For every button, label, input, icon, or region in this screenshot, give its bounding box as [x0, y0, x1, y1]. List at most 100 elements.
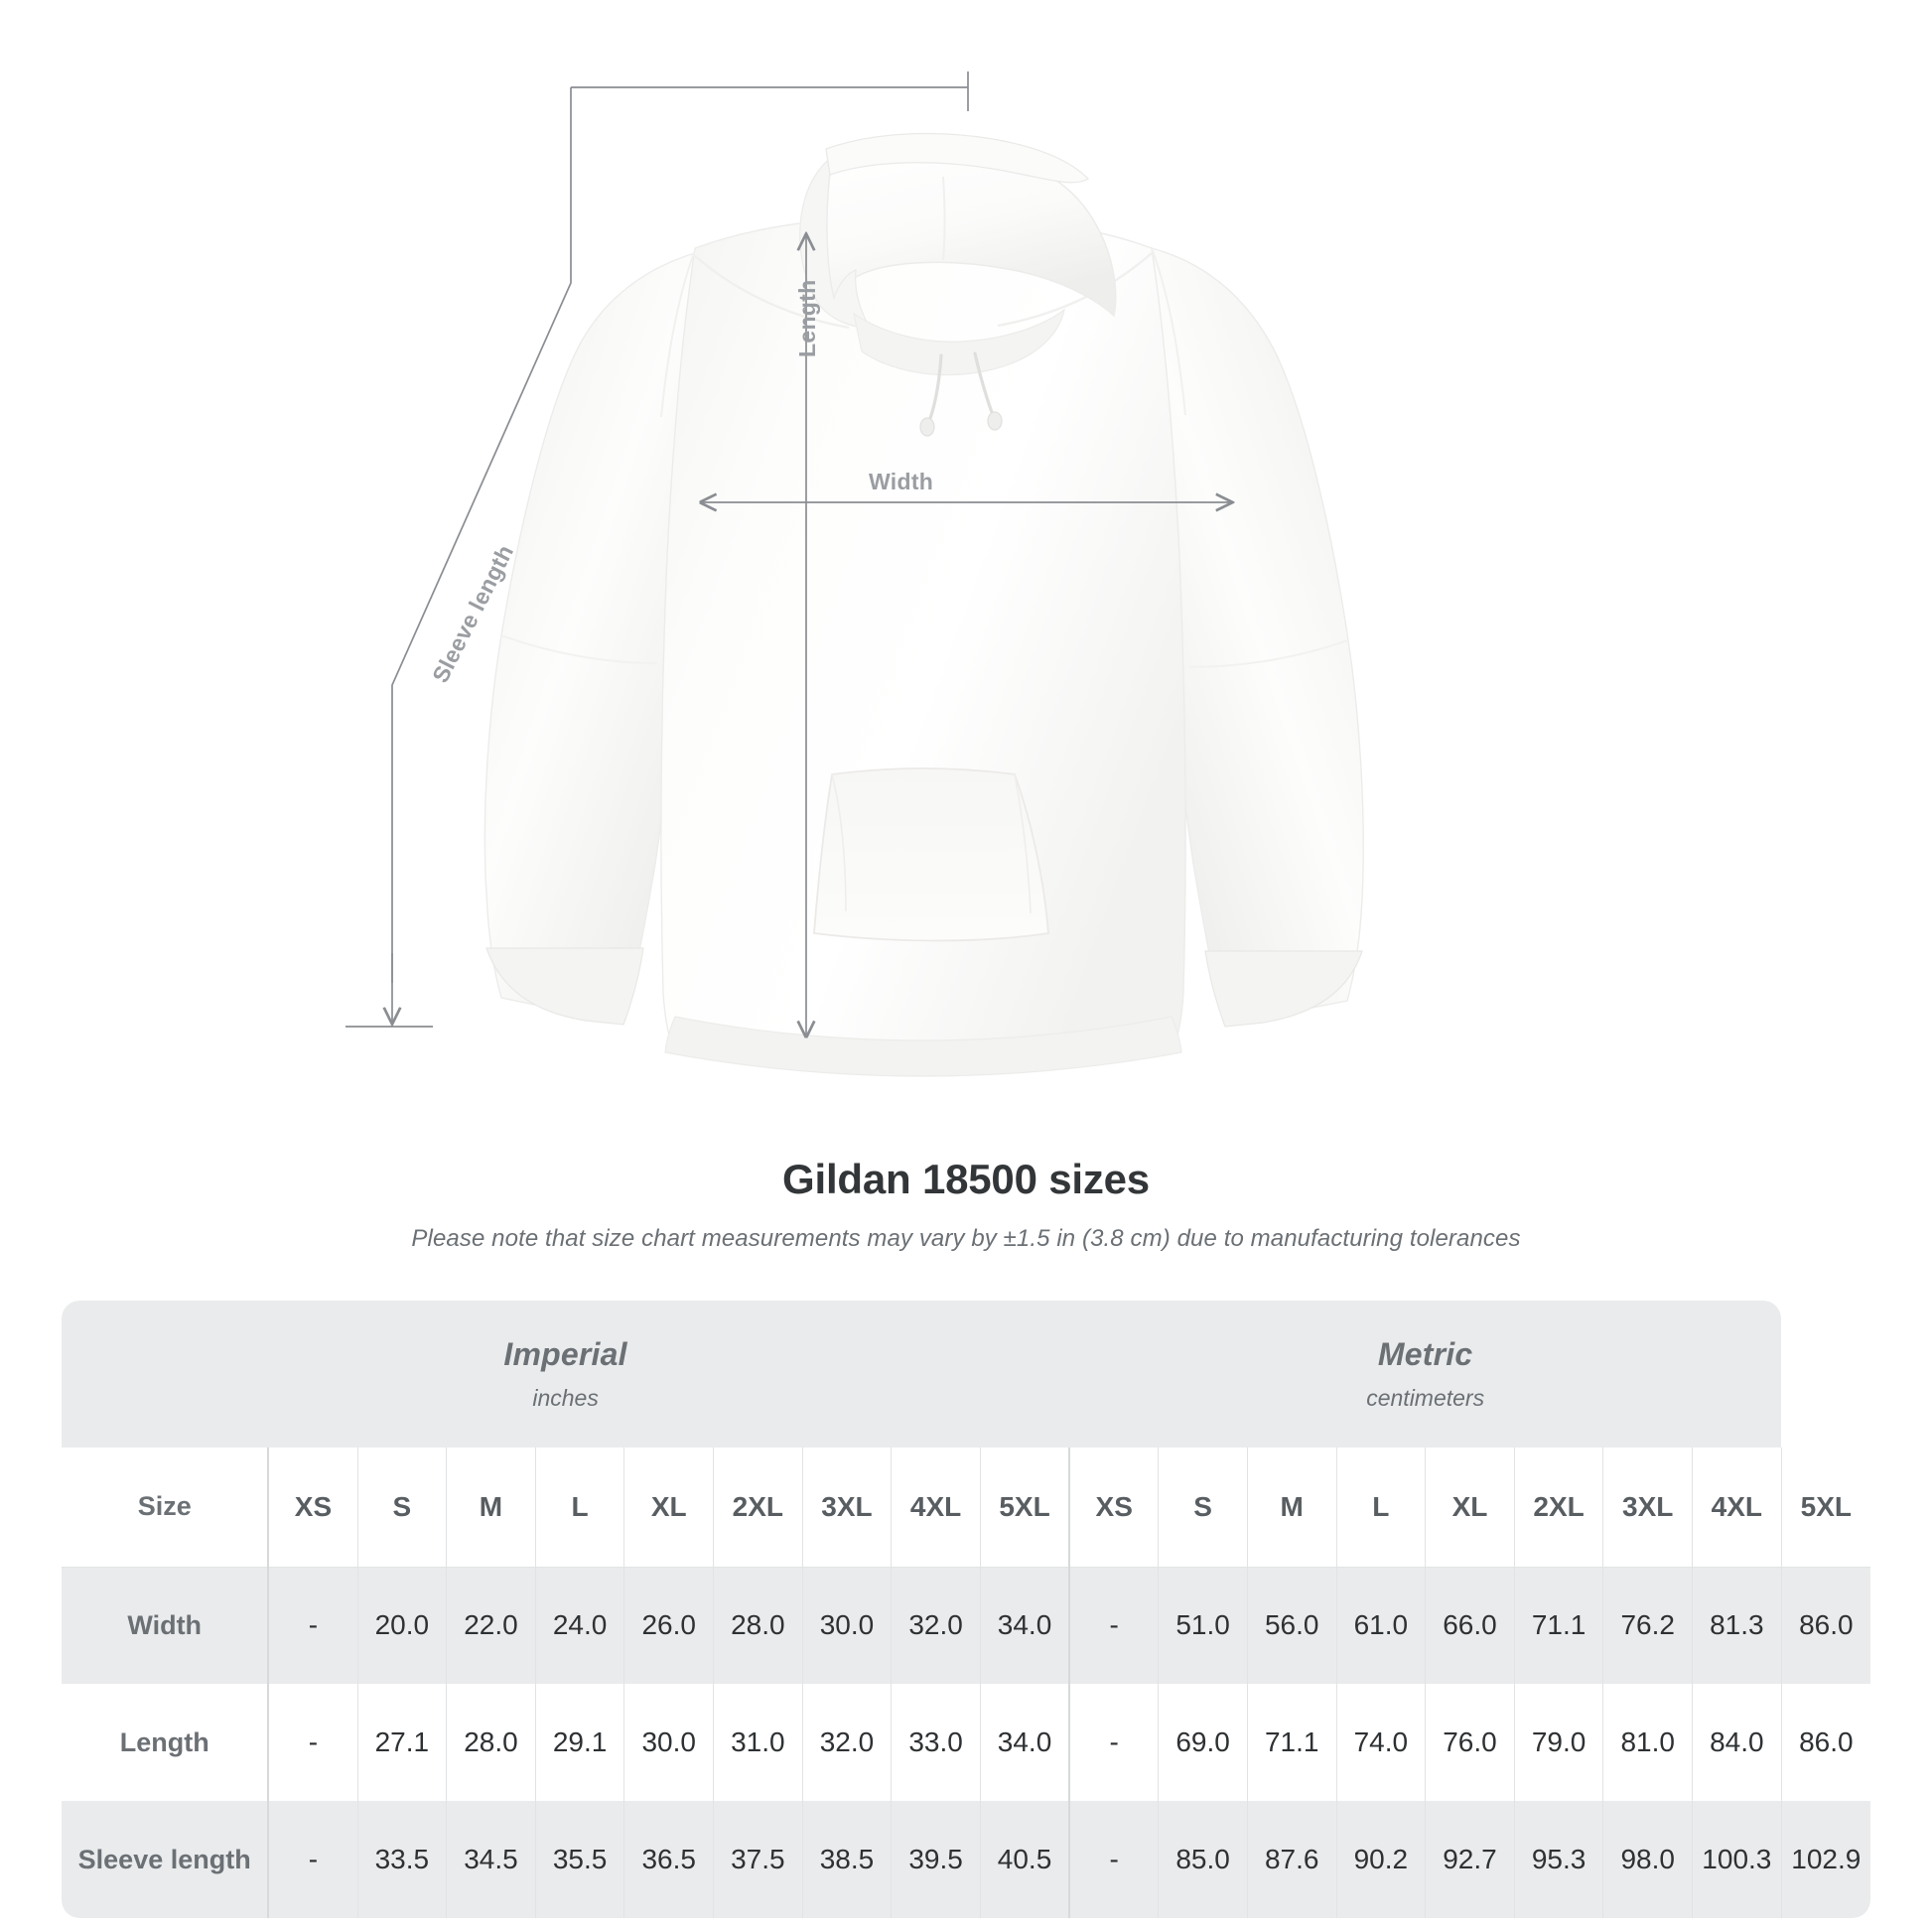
table-row-width: Width - 20.0 22.0 24.0 26.0 28.0 30.0 32…: [62, 1567, 1870, 1684]
size-col-imp-8: 5XL: [979, 1448, 1070, 1568]
cell-width-met-6: 76.2: [1602, 1567, 1693, 1684]
size-chart-table: Imperial inches Metric centimeters Size …: [62, 1301, 1870, 1918]
cell-length-imp-1: 27.1: [356, 1684, 447, 1801]
cell-sleeve-met-0: -: [1068, 1801, 1159, 1918]
chart-heading-block: Gildan 18500 sizes Please note that size…: [0, 1156, 1932, 1253]
size-col-met-3: L: [1335, 1448, 1426, 1568]
cell-sleeve-met-8: 102.9: [1780, 1801, 1870, 1918]
size-col-met-5: 2XL: [1513, 1448, 1603, 1568]
imperial-header-cell: Imperial inches: [62, 1301, 1070, 1448]
cell-width-met-7: 81.3: [1692, 1567, 1782, 1684]
width-label: Width: [869, 469, 934, 494]
cell-length-imp-7: 33.0: [891, 1684, 981, 1801]
size-col-met-7: 4XL: [1692, 1448, 1782, 1568]
cell-width-met-3: 61.0: [1335, 1567, 1426, 1684]
measurement-lines: [345, 71, 1231, 1035]
cell-width-imp-5: 28.0: [713, 1567, 803, 1684]
cell-sleeve-imp-4: 36.5: [623, 1801, 714, 1918]
cell-length-met-7: 84.0: [1692, 1684, 1782, 1801]
hoodie-artwork: [483, 132, 1364, 1077]
cell-length-met-4: 76.0: [1425, 1684, 1515, 1801]
cell-length-met-6: 81.0: [1602, 1684, 1693, 1801]
size-col-met-4: XL: [1425, 1448, 1515, 1568]
table-row-length: Length - 27.1 28.0 29.1 30.0 31.0 32.0 3…: [62, 1684, 1870, 1801]
cell-length-met-2: 71.1: [1246, 1684, 1337, 1801]
cell-width-met-4: 66.0: [1425, 1567, 1515, 1684]
imperial-subtitle: inches: [532, 1385, 599, 1411]
cell-width-imp-8: 34.0: [979, 1567, 1070, 1684]
cell-length-met-3: 74.0: [1335, 1684, 1426, 1801]
cell-length-imp-8: 34.0: [979, 1684, 1070, 1801]
cell-sleeve-imp-5: 37.5: [713, 1801, 803, 1918]
cell-width-met-8: 86.0: [1780, 1567, 1870, 1684]
size-label-cell: Size: [62, 1448, 269, 1568]
cell-width-met-0: -: [1068, 1567, 1159, 1684]
size-col-imp-5: 2XL: [713, 1448, 803, 1568]
cell-length-imp-2: 28.0: [446, 1684, 536, 1801]
cell-length-met-8: 86.0: [1780, 1684, 1870, 1801]
cell-sleeve-imp-1: 33.5: [356, 1801, 447, 1918]
cell-width-imp-7: 32.0: [891, 1567, 981, 1684]
size-col-imp-0: XS: [267, 1448, 358, 1568]
size-col-imp-1: S: [356, 1448, 447, 1568]
cell-length-met-1: 69.0: [1158, 1684, 1248, 1801]
cell-sleeve-met-5: 95.3: [1513, 1801, 1603, 1918]
cell-sleeve-met-6: 98.0: [1602, 1801, 1693, 1918]
row-label-sleeve-length: Sleeve length: [62, 1801, 269, 1918]
table-row-sleeve-length: Sleeve length - 33.5 34.5 35.5 36.5 37.5…: [62, 1801, 1870, 1918]
size-header-row: Size XS S M L XL 2XL 3XL 4XL 5XL XS S M …: [62, 1448, 1870, 1568]
cell-sleeve-imp-7: 39.5: [891, 1801, 981, 1918]
size-col-imp-2: M: [446, 1448, 536, 1568]
cell-width-imp-0: -: [267, 1567, 358, 1684]
metric-subtitle: centimeters: [1366, 1385, 1485, 1411]
hoodie-diagram-svg: [345, 71, 1364, 1077]
cell-sleeve-imp-8: 40.5: [979, 1801, 1070, 1918]
cell-width-met-2: 56.0: [1246, 1567, 1337, 1684]
cell-length-imp-4: 30.0: [623, 1684, 714, 1801]
cell-sleeve-imp-0: -: [267, 1801, 358, 1918]
length-label: Length: [794, 279, 820, 357]
imperial-title: Imperial: [503, 1336, 627, 1372]
size-col-imp-3: L: [534, 1448, 624, 1568]
cell-length-imp-0: -: [267, 1684, 358, 1801]
cell-sleeve-met-3: 90.2: [1335, 1801, 1426, 1918]
size-col-imp-6: 3XL: [801, 1448, 892, 1568]
size-table-wrapper: Imperial inches Metric centimeters Size …: [62, 1301, 1870, 1918]
page-title: Gildan 18500 sizes: [782, 1156, 1150, 1202]
cell-width-met-1: 51.0: [1158, 1567, 1248, 1684]
metric-header-cell: Metric centimeters: [1069, 1301, 1782, 1448]
size-col-met-0: XS: [1068, 1448, 1159, 1568]
cell-width-imp-1: 20.0: [356, 1567, 447, 1684]
cell-length-imp-6: 32.0: [801, 1684, 892, 1801]
unit-header-row: Imperial inches Metric centimeters: [62, 1301, 1870, 1448]
cell-sleeve-met-4: 92.7: [1425, 1801, 1515, 1918]
cell-width-imp-4: 26.0: [623, 1567, 714, 1684]
hoodie-illustration: Length Width Sleeve length: [345, 71, 1364, 1077]
cell-length-met-5: 79.0: [1513, 1684, 1603, 1801]
cell-length-met-0: -: [1068, 1684, 1159, 1801]
cell-width-met-5: 71.1: [1513, 1567, 1603, 1684]
size-col-met-2: M: [1246, 1448, 1337, 1568]
sleeve-measure-polyline: [391, 87, 572, 983]
cell-width-imp-6: 30.0: [801, 1567, 892, 1684]
cell-width-imp-3: 24.0: [534, 1567, 624, 1684]
metric-title: Metric: [1377, 1336, 1473, 1372]
size-col-imp-7: 4XL: [891, 1448, 981, 1568]
cell-length-imp-3: 29.1: [534, 1684, 624, 1801]
tolerance-note: Please note that size chart measurements…: [411, 1225, 1521, 1252]
row-label-width: Width: [62, 1567, 269, 1684]
cell-sleeve-met-7: 100.3: [1692, 1801, 1782, 1918]
size-col-met-1: S: [1158, 1448, 1248, 1568]
cell-sleeve-met-2: 87.6: [1246, 1801, 1337, 1918]
size-col-imp-4: XL: [623, 1448, 714, 1568]
cell-width-imp-2: 22.0: [446, 1567, 536, 1684]
cell-sleeve-met-1: 85.0: [1158, 1801, 1248, 1918]
cell-sleeve-imp-2: 34.5: [446, 1801, 536, 1918]
cell-sleeve-imp-6: 38.5: [801, 1801, 892, 1918]
cell-sleeve-imp-3: 35.5: [534, 1801, 624, 1918]
size-col-met-6: 3XL: [1602, 1448, 1693, 1568]
row-label-length: Length: [62, 1684, 269, 1801]
cell-length-imp-5: 31.0: [713, 1684, 803, 1801]
size-col-met-8: 5XL: [1780, 1448, 1870, 1568]
